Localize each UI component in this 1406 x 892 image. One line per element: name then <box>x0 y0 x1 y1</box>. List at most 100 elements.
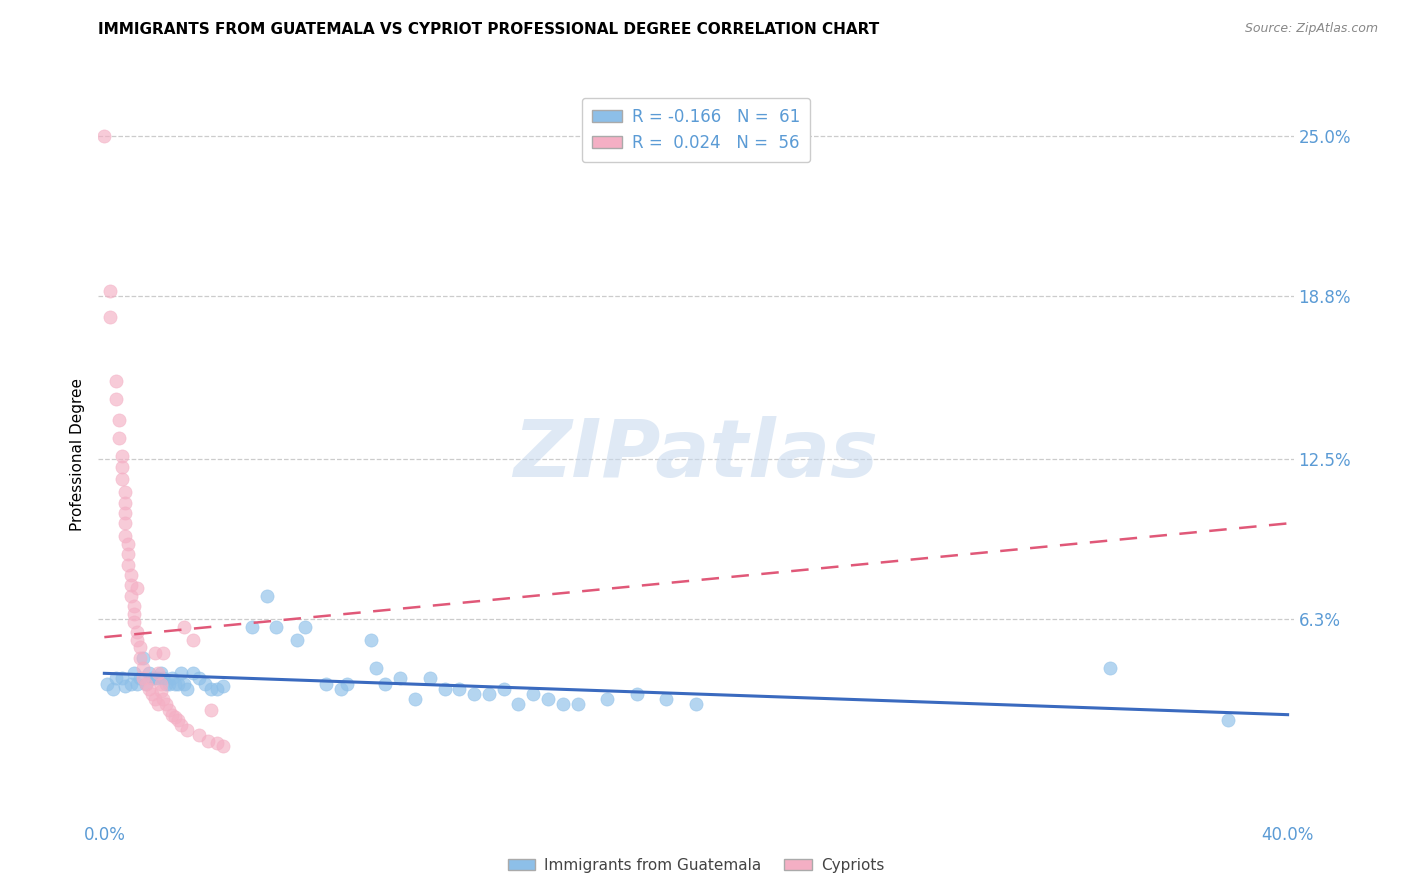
Point <box>114 506 136 520</box>
Point <box>157 676 180 690</box>
Point <box>463 687 485 701</box>
Point <box>125 632 148 647</box>
Point <box>211 679 233 693</box>
Point <box>655 692 678 706</box>
Point <box>96 676 118 690</box>
Point <box>256 589 278 603</box>
Point <box>165 710 187 724</box>
Text: Source: ZipAtlas.com: Source: ZipAtlas.com <box>1244 22 1378 36</box>
Point <box>285 632 308 647</box>
Point <box>404 692 426 706</box>
Legend: Immigrants from Guatemala, Cypriots: Immigrants from Guatemala, Cypriots <box>502 852 890 879</box>
Point <box>114 529 136 543</box>
Point <box>111 473 134 487</box>
Point <box>626 687 648 701</box>
Point <box>188 728 211 742</box>
Point <box>152 646 174 660</box>
Point <box>117 558 139 572</box>
Point <box>93 128 115 143</box>
Point <box>205 681 228 696</box>
Point <box>114 485 136 500</box>
Point <box>194 676 217 690</box>
Point <box>120 589 142 603</box>
Text: ZIPatlas: ZIPatlas <box>513 416 879 494</box>
Point <box>522 687 544 701</box>
Point <box>143 692 166 706</box>
Point <box>128 640 150 655</box>
Point <box>125 581 148 595</box>
Point <box>120 676 142 690</box>
Point <box>111 449 134 463</box>
Point <box>135 676 157 690</box>
Point <box>165 676 187 690</box>
Text: IMMIGRANTS FROM GUATEMALA VS CYPRIOT PROFESSIONAL DEGREE CORRELATION CHART: IMMIGRANTS FROM GUATEMALA VS CYPRIOT PRO… <box>98 22 880 37</box>
Point <box>433 681 456 696</box>
Point <box>492 681 515 696</box>
Point <box>211 739 233 753</box>
Point <box>155 676 177 690</box>
Point <box>135 676 157 690</box>
Point <box>1218 713 1240 727</box>
Point <box>105 392 128 407</box>
Point <box>108 431 131 445</box>
Point <box>125 676 148 690</box>
Point <box>132 672 155 686</box>
Point <box>120 578 142 592</box>
Point <box>114 496 136 510</box>
Point <box>146 698 169 712</box>
Point <box>138 666 160 681</box>
Point <box>294 620 316 634</box>
Point <box>149 676 172 690</box>
Point <box>143 646 166 660</box>
Point <box>125 624 148 639</box>
Point <box>105 374 128 388</box>
Point <box>128 672 150 686</box>
Point <box>240 620 263 634</box>
Point <box>200 681 222 696</box>
Point <box>188 672 211 686</box>
Point <box>181 666 204 681</box>
Point <box>149 666 172 681</box>
Point <box>149 684 172 698</box>
Point <box>508 698 530 712</box>
Point <box>117 537 139 551</box>
Point <box>114 516 136 531</box>
Point <box>108 413 131 427</box>
Point <box>173 620 195 634</box>
Point <box>330 681 353 696</box>
Point <box>389 672 412 686</box>
Point <box>120 568 142 582</box>
Point <box>152 672 174 686</box>
Point <box>419 672 441 686</box>
Point <box>143 672 166 686</box>
Point <box>122 599 145 614</box>
Point <box>205 736 228 750</box>
Point <box>162 672 184 686</box>
Point <box>114 679 136 693</box>
Point <box>176 723 198 738</box>
Point <box>122 615 145 629</box>
Point <box>141 687 163 701</box>
Point <box>111 459 134 474</box>
Point <box>170 666 193 681</box>
Point <box>1099 661 1122 675</box>
Point <box>264 620 287 634</box>
Point <box>103 681 125 696</box>
Point <box>98 284 121 298</box>
Point <box>155 698 177 712</box>
Point <box>449 681 471 696</box>
Point <box>478 687 501 701</box>
Point <box>132 661 155 675</box>
Point <box>157 702 180 716</box>
Point <box>567 698 589 712</box>
Point <box>596 692 619 706</box>
Point <box>181 632 204 647</box>
Point <box>162 707 184 722</box>
Point <box>537 692 560 706</box>
Point <box>122 666 145 681</box>
Point <box>366 661 388 675</box>
Point <box>138 681 160 696</box>
Point <box>360 632 382 647</box>
Y-axis label: Professional Degree: Professional Degree <box>69 378 84 532</box>
Point <box>685 698 707 712</box>
